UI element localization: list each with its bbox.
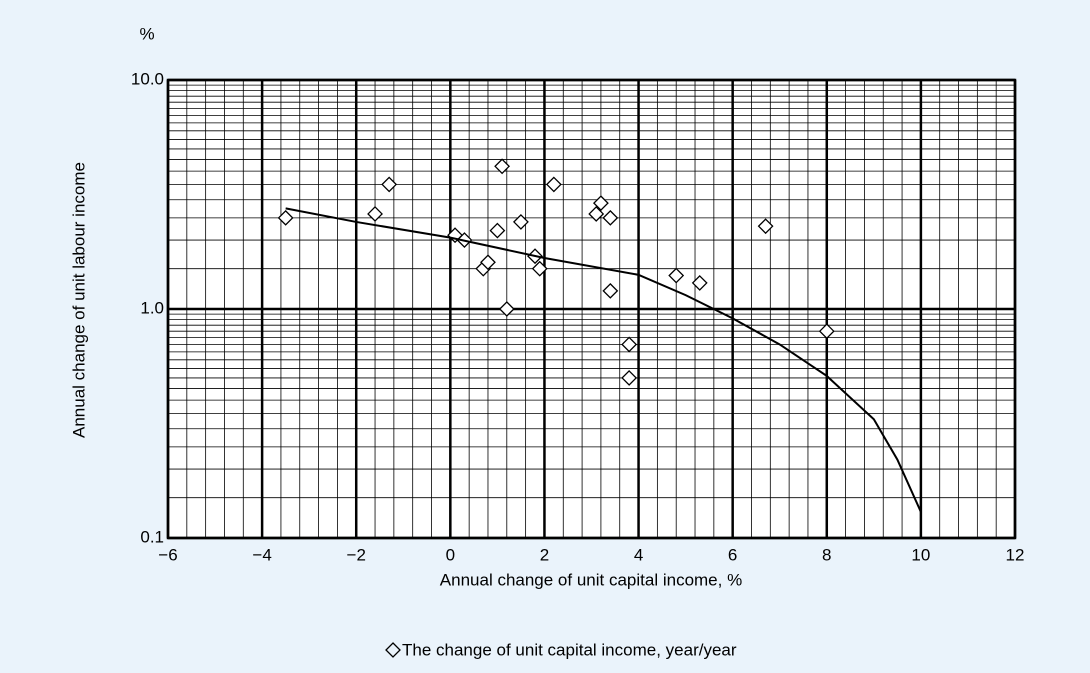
point xyxy=(757,218,774,235)
point xyxy=(588,206,605,222)
x-tick-label: −4 xyxy=(252,545,271,564)
x-tick-label: 10 xyxy=(911,545,930,564)
point xyxy=(592,195,609,212)
point xyxy=(512,214,529,230)
point xyxy=(621,370,638,386)
x-tick-label: −2 xyxy=(347,545,366,564)
y-tick-label: 0.1 xyxy=(140,527,164,546)
point xyxy=(480,254,496,271)
y-tick-label: 1.0 xyxy=(140,298,164,317)
y-tick-label: 10.0 xyxy=(131,69,164,88)
point xyxy=(621,336,638,353)
point xyxy=(489,222,506,239)
y-axis-label: Annual change of unit labour income xyxy=(69,162,88,438)
x-axis-label: Annual change of unit capital income, % xyxy=(440,570,742,589)
x-tick-label: 4 xyxy=(634,545,643,564)
point xyxy=(818,323,835,340)
plot-border xyxy=(166,78,1017,540)
x-tick-label: 6 xyxy=(728,545,737,564)
legend-label: The change of unit capital income, year/… xyxy=(402,640,737,659)
x-tick-label: 0 xyxy=(446,545,455,564)
point xyxy=(367,206,383,222)
point xyxy=(277,209,294,226)
point xyxy=(498,301,515,317)
point xyxy=(494,158,511,175)
point xyxy=(668,267,685,284)
point xyxy=(447,227,463,244)
x-tick-label: 12 xyxy=(1006,545,1025,564)
point xyxy=(691,274,708,291)
legend-marker xyxy=(385,642,401,658)
y-unit: % xyxy=(139,24,154,43)
x-tick-label: 8 xyxy=(822,545,831,564)
trend-line xyxy=(285,207,922,513)
point xyxy=(545,176,562,193)
x-tick-label: −6 xyxy=(158,545,177,564)
point xyxy=(602,282,619,299)
point xyxy=(531,260,548,277)
point xyxy=(381,176,398,193)
x-tick-label: 2 xyxy=(540,545,549,564)
point xyxy=(602,209,619,226)
